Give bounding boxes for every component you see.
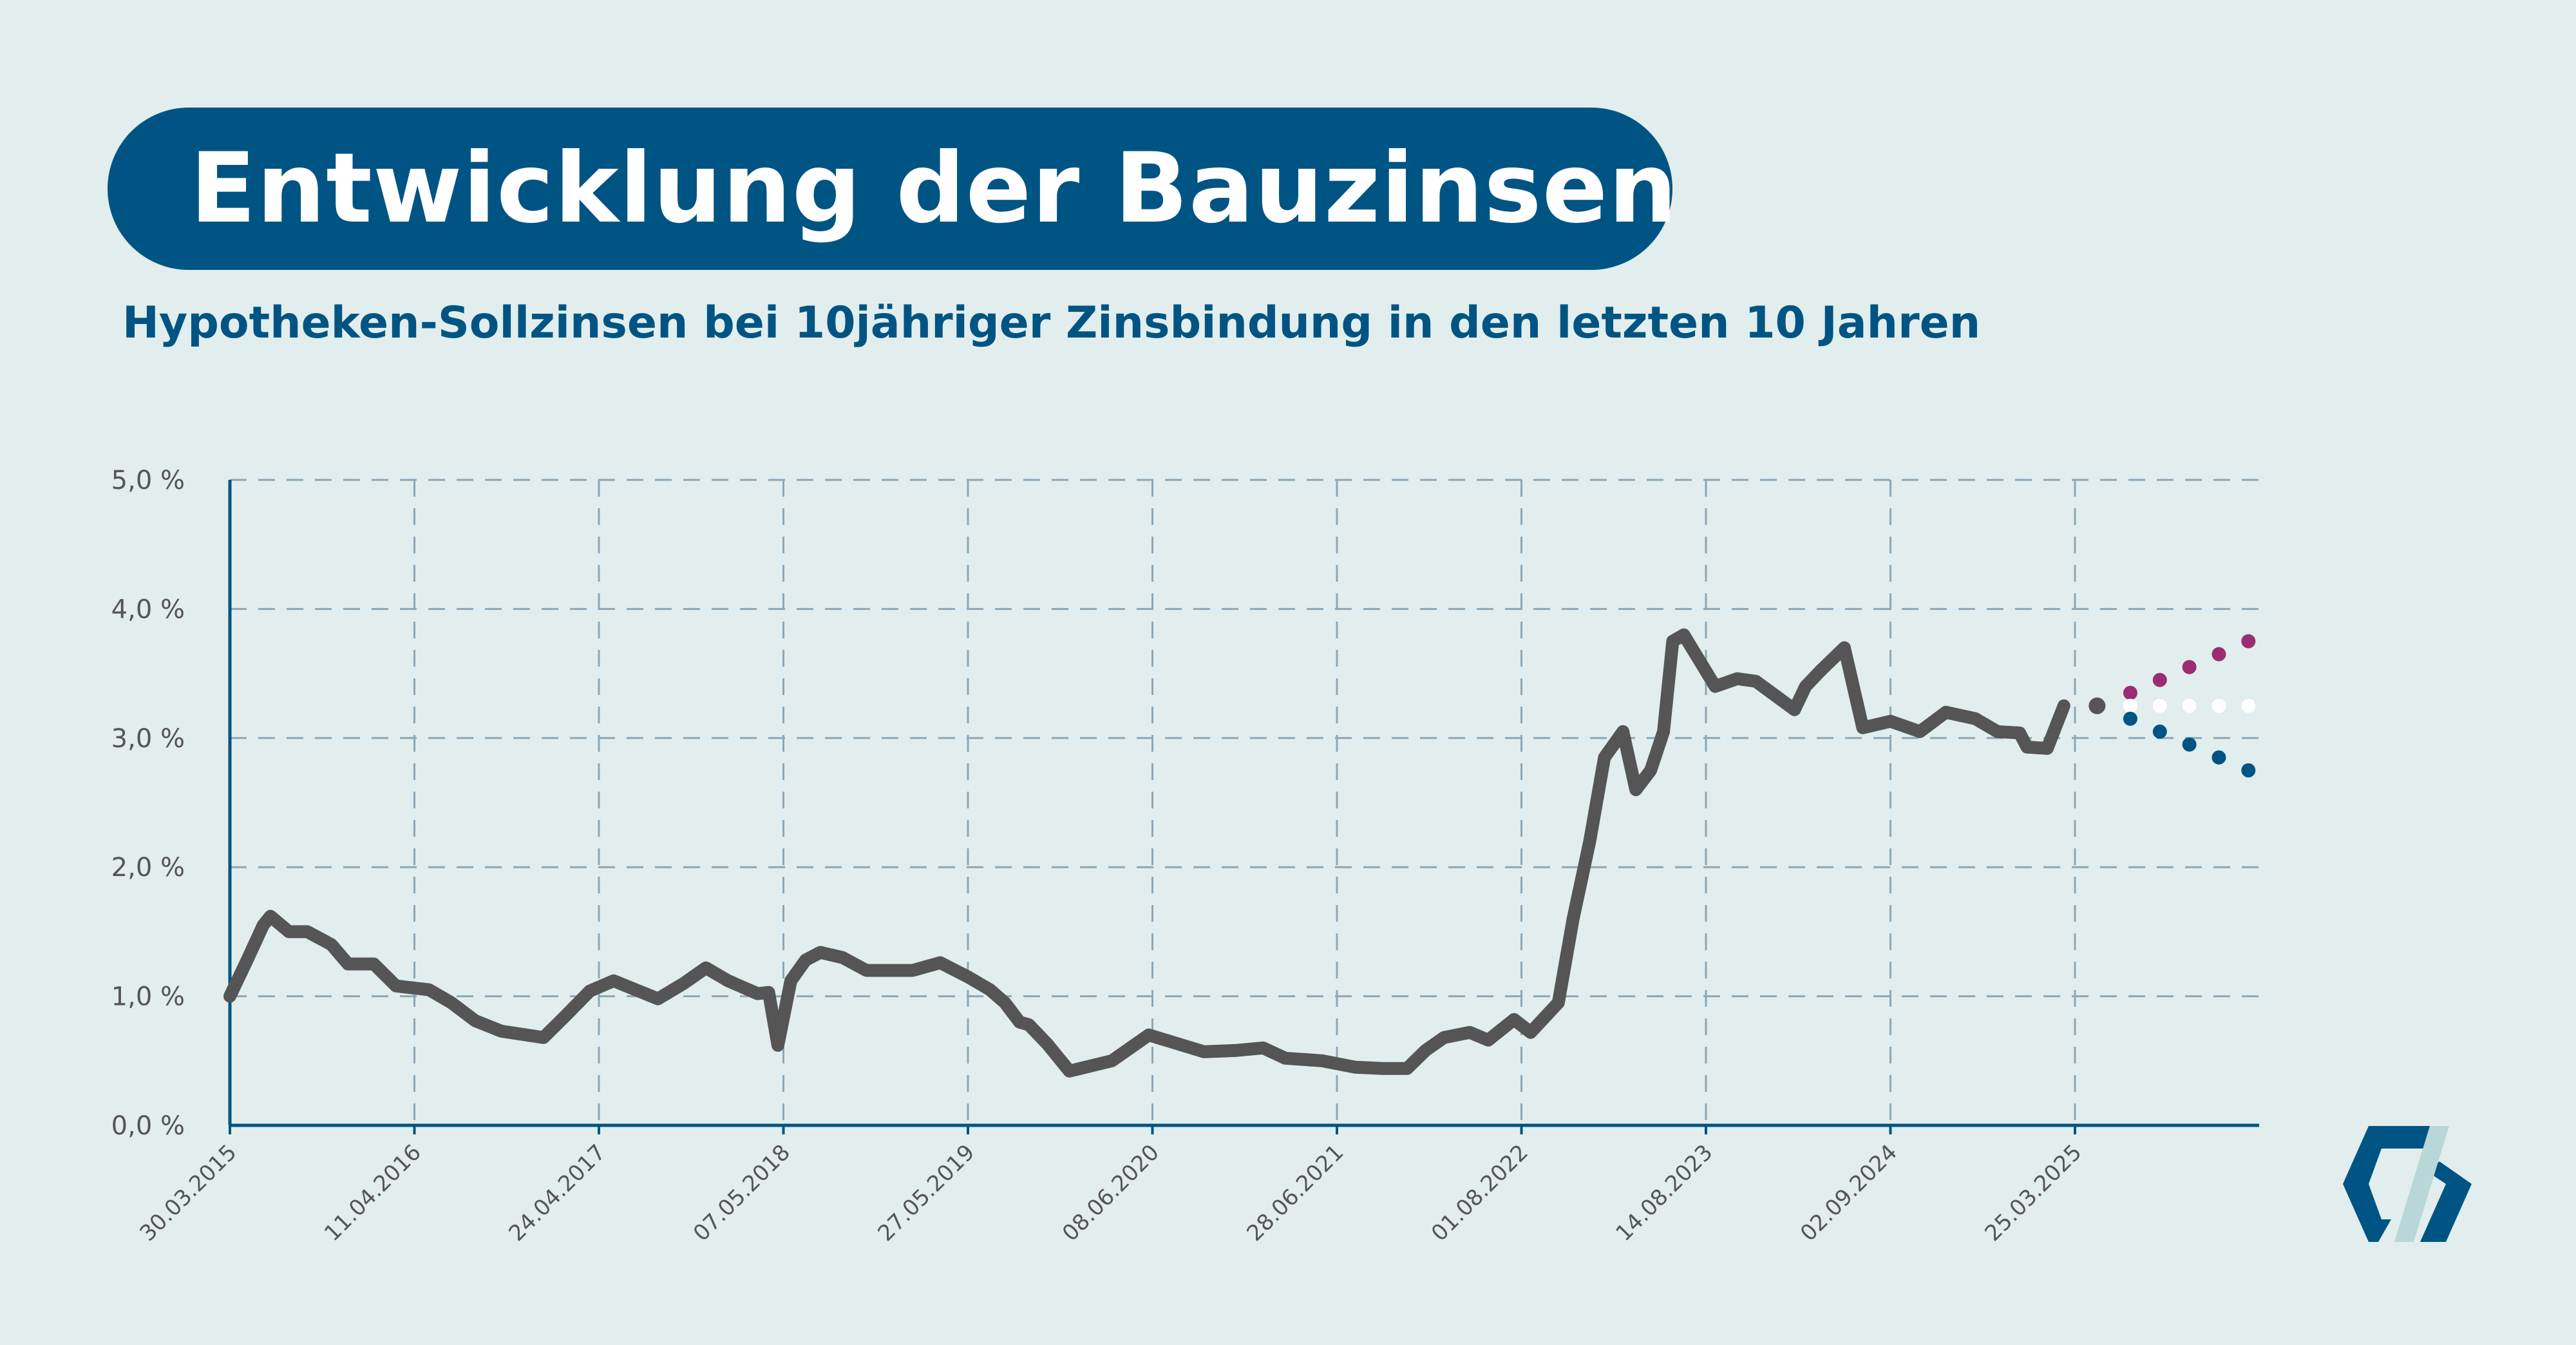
forecast-flat-dot (2152, 698, 2167, 713)
x-tick-label: 01.08.2022 (1426, 1140, 1533, 1246)
x-tick-labels: 30.03.2015 11.04.2016 24.04.2017 07.05.2018… (135, 1140, 2087, 1246)
title-banner: Entwicklung der Bauzinsen (108, 108, 1677, 270)
forecast-up-dot (2152, 672, 2167, 687)
x-tick-label: 08.06.2020 (1057, 1140, 1164, 1246)
forecast-up-dot (2182, 660, 2197, 674)
forecast-flat-dot (2123, 698, 2137, 713)
y-tick-label: 5,0 % (111, 466, 185, 495)
x-tick-label: 27.05.2019 (873, 1140, 980, 1246)
forecast-flat-dot (2182, 698, 2197, 713)
forecast-flat-dot (2211, 698, 2226, 713)
forecast-up-dot (2211, 647, 2226, 662)
y-tick-label: 0,0 % (111, 1111, 185, 1141)
axes (228, 480, 2259, 1134)
y-tick-labels: 0,0 % 1,0 % 2,0 % 3,0 % 4,0 % 5,0 % (111, 466, 185, 1141)
history-rate-line (223, 628, 2070, 1078)
x-tick-label: 14.08.2023 (1611, 1140, 1718, 1246)
forecast-up-dot (2241, 634, 2256, 649)
chart-subtitle: Hypotheken-Sollzinsen bei 10jähriger Zin… (122, 298, 1981, 348)
x-tick-label: 07.05.2018 (688, 1140, 795, 1246)
y-tick-label: 2,0 % (111, 853, 185, 882)
y-tick-label: 3,0 % (111, 724, 185, 754)
data-series (223, 628, 2256, 1078)
page-title: Entwicklung der Bauzinsen (190, 133, 1678, 245)
forecast-down-dot (2152, 724, 2167, 739)
forecast-down-dot (2211, 750, 2226, 765)
x-tick-label: 30.03.2015 (135, 1140, 242, 1246)
y-tick-label: 4,0 % (111, 595, 185, 624)
forecast-flat-dot (2241, 698, 2256, 713)
grid (230, 479, 2259, 1125)
x-tick-label: 28.06.2021 (1242, 1140, 1349, 1246)
current-dot (2088, 697, 2106, 714)
forecast-down-dot (2182, 737, 2197, 752)
company-logo-icon (2343, 1126, 2472, 1242)
x-tick-label: 02.09.2024 (1795, 1140, 1902, 1246)
forecast-down-dot (2123, 711, 2137, 726)
forecast-up-dot (2123, 685, 2137, 700)
x-tick-label: 24.04.2017 (504, 1140, 611, 1246)
forecast-down-dot (2241, 763, 2256, 777)
x-tick-label: 11.04.2016 (319, 1140, 426, 1246)
y-tick-label: 1,0 % (111, 982, 185, 1012)
x-tick-label: 25.03.2025 (1980, 1140, 2087, 1246)
